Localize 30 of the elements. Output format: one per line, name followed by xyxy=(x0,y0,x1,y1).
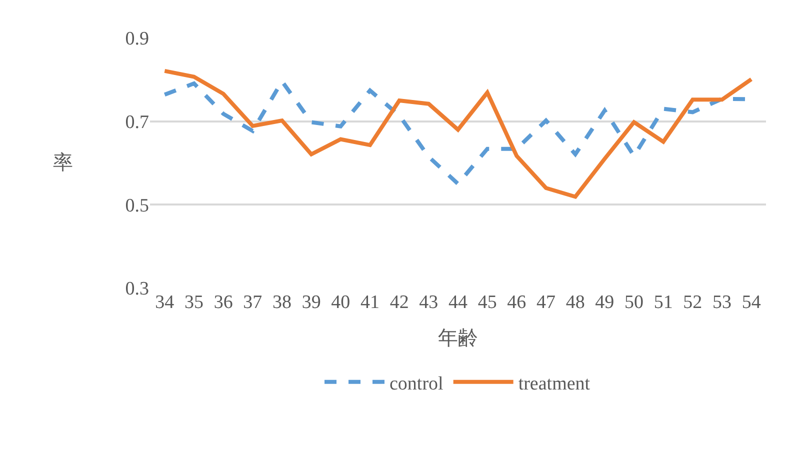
x-tick-label: 45 xyxy=(478,292,497,313)
x-tick-label: 51 xyxy=(654,292,673,313)
x-tick-label: 40 xyxy=(331,292,350,313)
x-tick-label: 34 xyxy=(155,292,175,313)
x-tick-label: 53 xyxy=(712,292,732,313)
x-tick-label: 42 xyxy=(390,292,409,313)
legend-label: treatment xyxy=(518,373,591,394)
y-tick-label: 0.3 xyxy=(125,278,149,300)
x-tick-label: 50 xyxy=(624,292,644,313)
legend-label: control xyxy=(390,373,444,394)
x-tick-label: 38 xyxy=(272,292,292,313)
x-tick-label: 46 xyxy=(507,292,526,313)
x-tick-label: 36 xyxy=(214,292,233,313)
x-tick-label: 48 xyxy=(566,292,585,313)
x-tick-label: 54 xyxy=(742,292,762,313)
x-tick-label: 52 xyxy=(683,292,702,313)
x-tick-label: 41 xyxy=(360,292,380,313)
line-series xyxy=(162,68,754,199)
x-tick-label: 44 xyxy=(448,292,468,313)
x-tick-label: 37 xyxy=(243,292,262,313)
x-tick-label: 49 xyxy=(595,292,614,313)
y-axis-title: 率 xyxy=(53,152,73,174)
y-tick-label: 0.5 xyxy=(125,195,149,216)
y-tick-label: 0.9 xyxy=(125,28,149,50)
x-tick-label: 39 xyxy=(302,292,321,313)
x-axis-title: 年齢 xyxy=(438,328,478,350)
x-tick-label: 35 xyxy=(184,292,204,313)
x-tick-label: 47 xyxy=(536,292,556,313)
x-tick-label: 43 xyxy=(419,292,438,313)
y-tick-label: 0.7 xyxy=(125,112,149,133)
